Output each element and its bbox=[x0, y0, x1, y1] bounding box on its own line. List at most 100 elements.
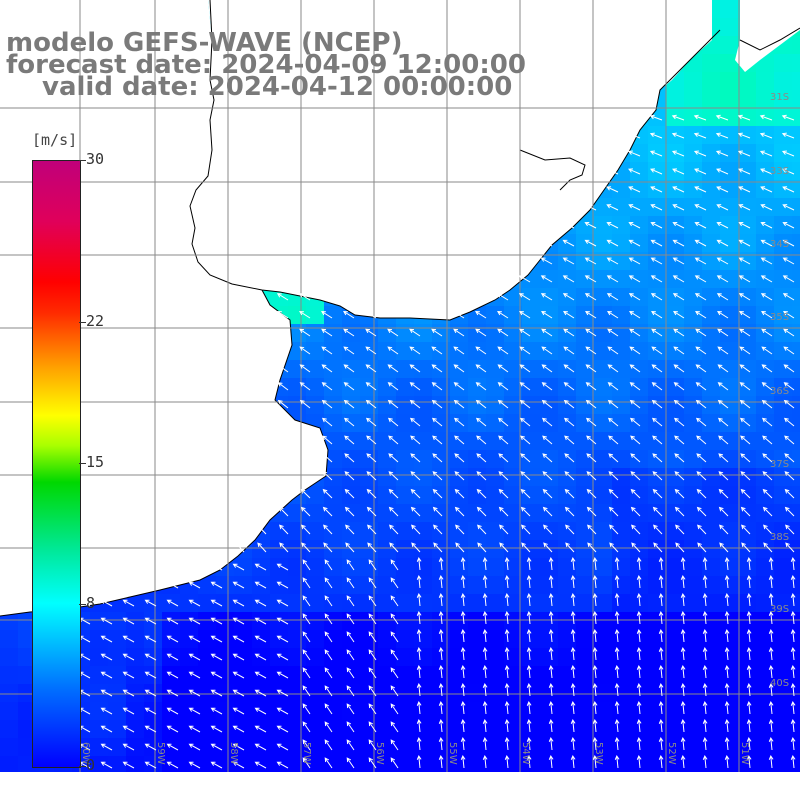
field-cell bbox=[720, 666, 738, 684]
wind-arrow bbox=[438, 755, 444, 769]
field-cell bbox=[198, 756, 216, 772]
field-cell bbox=[738, 126, 756, 144]
field-cell bbox=[702, 684, 720, 702]
wind-arrow bbox=[276, 293, 289, 301]
field-cell bbox=[792, 126, 800, 144]
field-cell bbox=[576, 216, 594, 234]
wind-arrow bbox=[629, 417, 641, 427]
field-cell bbox=[594, 342, 612, 360]
wind-arrow bbox=[475, 310, 487, 319]
wind-arrow bbox=[438, 701, 444, 715]
field-cell bbox=[558, 414, 576, 432]
wind-arrow bbox=[629, 399, 641, 409]
wind-arrow bbox=[564, 488, 575, 499]
field-cell bbox=[630, 414, 648, 432]
wind-arrow bbox=[584, 221, 597, 229]
wind-arrow bbox=[737, 132, 751, 139]
field-cell bbox=[522, 612, 540, 630]
field-cell bbox=[522, 522, 540, 540]
wind-arrow bbox=[783, 382, 795, 391]
field-cell bbox=[612, 216, 630, 234]
colorbar-unit: [m/s] bbox=[32, 131, 78, 149]
coastline bbox=[0, 0, 800, 617]
wind-arrow bbox=[519, 346, 531, 355]
wind-arrow bbox=[368, 739, 377, 751]
wind-arrow bbox=[416, 647, 422, 661]
wind-arrow bbox=[100, 671, 113, 679]
field-cell bbox=[630, 594, 648, 612]
field-cell bbox=[756, 450, 774, 468]
field-cell bbox=[450, 396, 468, 414]
field-cell bbox=[594, 738, 612, 756]
field-cell bbox=[432, 666, 450, 684]
field-cell bbox=[648, 522, 666, 540]
wind-arrow bbox=[782, 293, 795, 301]
field-cell bbox=[324, 594, 342, 612]
wind-arrow bbox=[717, 364, 729, 373]
field-cell bbox=[666, 486, 684, 504]
field-cell bbox=[612, 594, 630, 612]
field-cell bbox=[504, 738, 522, 756]
field-cell bbox=[792, 270, 800, 288]
field-cell bbox=[414, 468, 432, 486]
wind-arrow bbox=[680, 593, 686, 607]
field-cell bbox=[792, 756, 800, 772]
field-cell bbox=[162, 702, 180, 720]
wind-arrow bbox=[520, 435, 531, 445]
wind-arrow bbox=[628, 204, 641, 211]
wind-arrow bbox=[628, 168, 641, 175]
wind-arrow bbox=[482, 557, 488, 571]
wind-arrow bbox=[387, 399, 399, 409]
wind-arrow bbox=[321, 382, 333, 391]
wind-arrow bbox=[519, 417, 531, 427]
field-cell bbox=[504, 414, 522, 432]
wind-arrow bbox=[564, 435, 575, 445]
field-cell bbox=[180, 720, 198, 738]
wind-arrow bbox=[322, 506, 333, 517]
field-cell bbox=[126, 630, 144, 648]
field-cell bbox=[774, 234, 792, 252]
field-cell bbox=[738, 324, 756, 342]
field-cell bbox=[612, 252, 630, 270]
wind-arrow bbox=[672, 275, 685, 283]
wind-arrow bbox=[592, 629, 598, 643]
wind-arrow bbox=[390, 703, 399, 715]
wind-arrow bbox=[724, 575, 730, 589]
field-cell bbox=[594, 540, 612, 558]
field-cell bbox=[720, 342, 738, 360]
field-cell bbox=[342, 630, 360, 648]
wind-arrow bbox=[658, 665, 664, 679]
field-cell bbox=[630, 306, 648, 324]
wind-arrow bbox=[562, 293, 575, 301]
field-cell bbox=[468, 684, 486, 702]
field-cell bbox=[630, 666, 648, 684]
wind-arrow bbox=[570, 755, 576, 769]
wind-arrow bbox=[526, 719, 532, 733]
wind-arrow bbox=[541, 399, 553, 409]
wind-arrow bbox=[629, 328, 641, 337]
field-cell bbox=[468, 504, 486, 522]
field-cell bbox=[756, 306, 774, 324]
wind-arrow bbox=[738, 168, 751, 175]
wind-arrow bbox=[453, 328, 465, 337]
field-cell bbox=[648, 558, 666, 576]
wind-arrow bbox=[321, 346, 333, 355]
wind-arrow bbox=[586, 488, 597, 499]
wind-arrow bbox=[694, 257, 707, 265]
land-argentina bbox=[0, 0, 328, 616]
longitude-label: 57W bbox=[301, 742, 312, 765]
wind-arrow bbox=[365, 382, 377, 391]
field-cell bbox=[684, 684, 702, 702]
field-cell bbox=[612, 396, 630, 414]
wind-arrow bbox=[738, 257, 751, 265]
wind-arrow bbox=[460, 647, 466, 661]
field-cell bbox=[702, 54, 720, 72]
wind-arrow bbox=[100, 635, 113, 643]
wind-arrow bbox=[630, 435, 641, 445]
wind-arrow bbox=[782, 204, 795, 211]
field-cell bbox=[720, 252, 738, 270]
field-cell bbox=[198, 594, 216, 612]
wind-arrow bbox=[346, 613, 355, 625]
field-cell bbox=[756, 558, 774, 576]
